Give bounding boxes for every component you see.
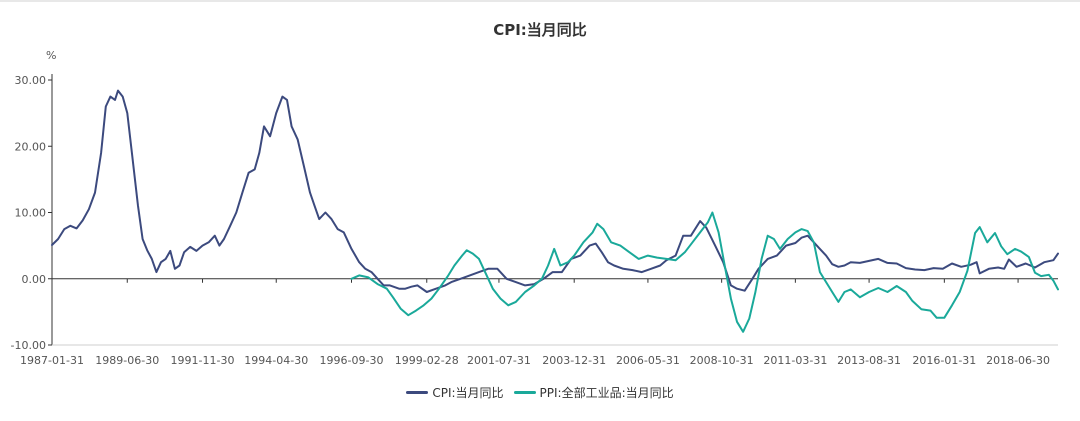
legend-item-ppi[interactable]: PPI:全部工业品:当月同比 xyxy=(513,384,674,401)
x-tick-label: 2011-03-31 xyxy=(763,354,827,367)
x-tick-label: 1994-04-30 xyxy=(244,354,308,367)
legend-item-cpi[interactable]: CPI:当月同比 xyxy=(406,384,504,401)
legend-label-ppi: PPI:全部工业品:当月同比 xyxy=(539,386,674,400)
y-tick-label: -10.00 xyxy=(11,339,46,352)
x-tick-label: 1989-06-30 xyxy=(95,354,159,367)
series-line-cpi xyxy=(51,89,1059,293)
x-tick-label: 2006-05-31 xyxy=(616,354,680,367)
x-tick-label: 2013-08-31 xyxy=(837,354,901,367)
axes: 30.00 20.00 10.00 0.00 -10.00 1987-01-31 1989-… xyxy=(11,74,1058,367)
legend-swatch-ppi xyxy=(513,391,536,394)
top-border xyxy=(0,0,1080,2)
x-tick-label: 2003-12-31 xyxy=(542,354,606,367)
legend-swatch-cpi xyxy=(406,391,429,394)
x-tick-label: 2016-01-31 xyxy=(912,354,976,367)
x-tick-label: 1999-02-28 xyxy=(395,354,459,367)
y-axis-unit-label: % xyxy=(46,49,56,62)
chart-title: CPI:当月同比 xyxy=(493,21,587,39)
x-tick-label: 1987-01-31 xyxy=(20,354,84,367)
x-tick-label: 2001-07-31 xyxy=(467,354,531,367)
legend: CPI:当月同比 PPI:全部工业品:当月同比 xyxy=(0,384,1080,401)
x-tick-label: 2018-06-30 xyxy=(986,354,1050,367)
x-tick-label: 2008-10-31 xyxy=(690,354,754,367)
y-tick-label: 20.00 xyxy=(15,140,47,153)
y-tick-label: 30.00 xyxy=(15,74,47,87)
y-tick-label: 10.00 xyxy=(15,207,47,220)
y-tick-label: 0.00 xyxy=(22,273,47,286)
series-line-ppi xyxy=(350,211,1059,333)
x-tick-label: 1996-09-30 xyxy=(320,354,384,367)
legend-label-cpi: CPI:当月同比 xyxy=(432,386,504,400)
series-lines xyxy=(51,89,1059,333)
x-tick-label: 1991-11-30 xyxy=(171,354,235,367)
